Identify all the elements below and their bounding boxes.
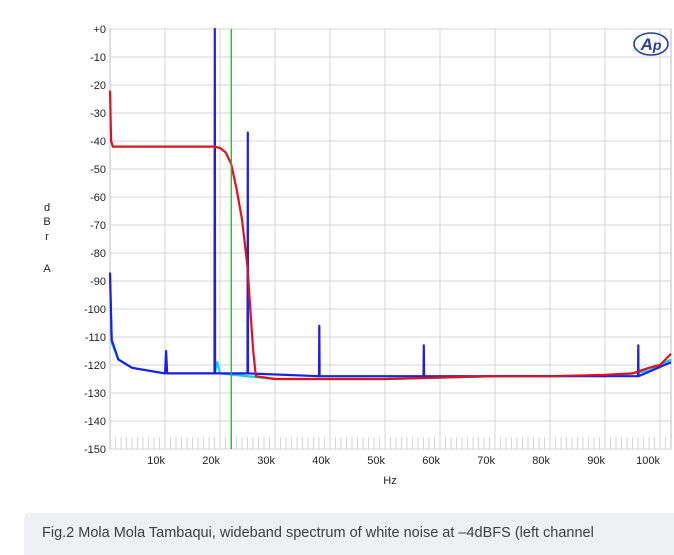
y-axis-label-letter: r [45,231,49,243]
plot-area [109,28,672,450]
x-tick-label: 90k [587,455,605,467]
y-axis-label-letter: B [43,216,50,228]
x-tick-label: 60k [422,455,440,467]
y-tick-label: -110 [85,332,106,344]
svg-text:Ap: Ap [640,35,662,54]
x-tick-label: 50k [367,455,385,467]
x-tick-labels: 10k 20k 30k 40k 50k 60k 70k 80k 90k 100k [147,455,660,467]
series-layer [108,27,672,381]
spectrum-chart: +0 -10 -20 -30 -40 -50 -60 -70 -80 -90 -100 -110 -12… [43,24,672,487]
y-tick-label: -50 [90,164,106,176]
y-tick-label: -60 [90,192,106,204]
y-tick-label: -90 [90,276,106,288]
x-tick-label: 100k [636,455,660,467]
y-axis-label-letter: d [44,202,50,214]
y-tick-label: +0 [93,24,106,36]
y-tick-label: -40 [90,136,106,148]
chart-grid [110,28,671,450]
y-tick-label: -20 [90,80,106,92]
ap-logo-icon: Ap [633,32,669,56]
y-tick-label: -140 [84,416,106,428]
y-tick-label: -70 [90,220,106,232]
y-tick-label: -10 [90,52,106,64]
y-tick-label: -80 [90,248,106,260]
x-axis-label: Hz [383,475,396,487]
x-tick-label: 10k [147,455,165,467]
figure-caption: Fig.2 Mola Mola Tambaqui, wideband spect… [24,513,674,555]
x-tick-label: 70k [477,455,495,467]
y-tick-label: -150 [84,444,106,456]
series-line [108,90,672,381]
y-tick-label: -120 [84,360,106,372]
y-axis-label-letter: A [43,263,51,275]
y-tick-label: -130 [84,388,106,400]
minor-tick-marks [115,437,666,449]
x-tick-label: 20k [202,455,220,467]
y-tick-labels: +0 -10 -20 -30 -40 -50 -60 -70 -80 -90 -100 -110 -12… [84,24,106,456]
y-axis-label: dBr A [43,202,51,275]
x-tick-label: 40k [312,455,330,467]
x-tick-label: 30k [257,455,275,467]
y-tick-label: -100 [84,304,106,316]
x-tick-label: 80k [532,455,550,467]
y-tick-label: -30 [90,108,106,120]
